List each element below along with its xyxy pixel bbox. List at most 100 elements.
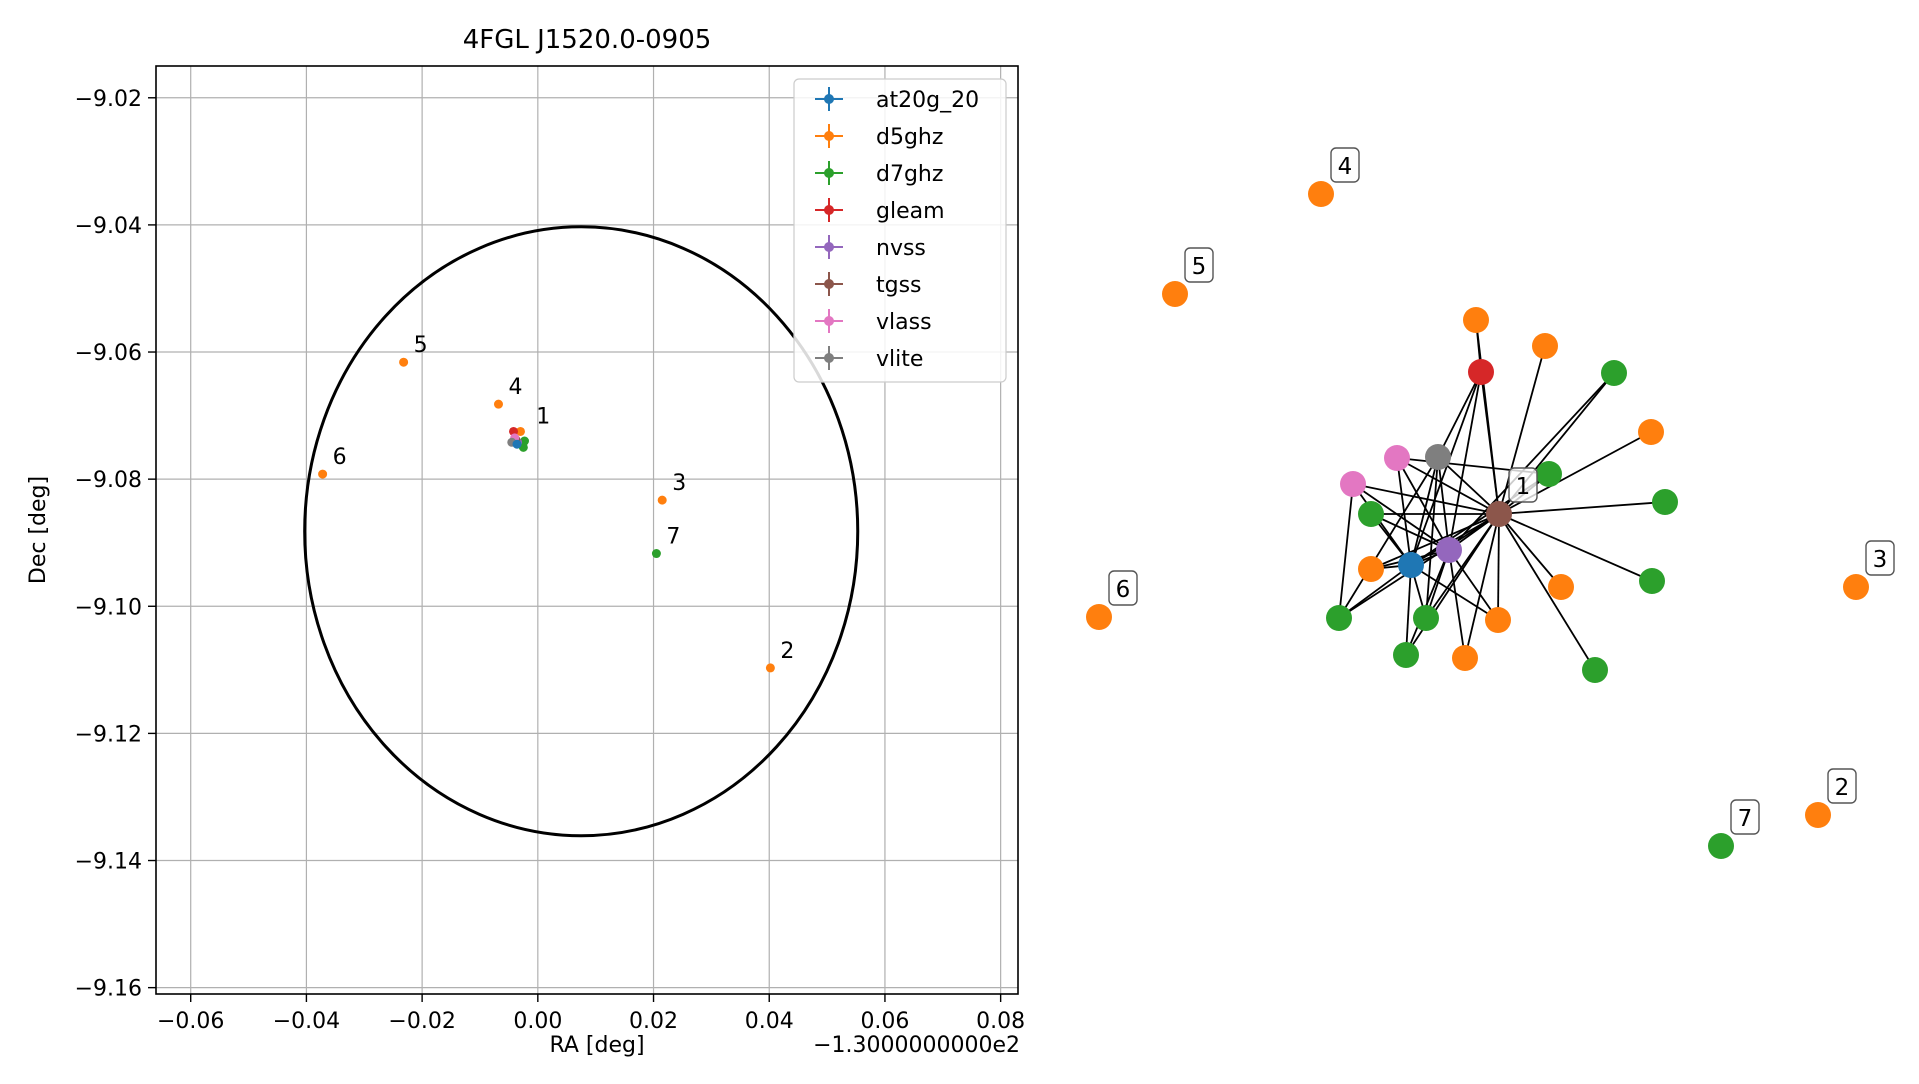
network-node-at20g_20 <box>1398 552 1424 578</box>
legend-marker-tgss <box>824 279 834 289</box>
point-annotation: 4 <box>508 375 522 400</box>
legend-marker-vlass <box>824 316 834 326</box>
network-node-label: 2 <box>1835 775 1850 801</box>
y-tick-label: −9.06 <box>75 341 142 366</box>
network-label-box <box>1827 768 1857 804</box>
network-node-d5ghz <box>1843 574 1869 600</box>
network-node-gleam <box>1468 359 1494 385</box>
network-node-d7ghz <box>1326 605 1352 631</box>
network-edge <box>1370 513 1450 551</box>
x-axis-offset-label: −1.3000000000e2 <box>813 1033 1020 1058</box>
network-node-d5ghz <box>1548 574 1574 600</box>
legend-label: tgss <box>876 273 922 298</box>
network-node-label: 1 <box>1516 474 1531 500</box>
network-edge <box>1352 483 1450 551</box>
network-node-d7ghz <box>1536 461 1562 487</box>
network-edge <box>1396 457 1450 551</box>
network-node-d7ghz <box>1413 605 1439 631</box>
network-edge <box>1498 513 1596 671</box>
network-node-d7ghz <box>1652 489 1678 515</box>
legend-marker-nvss <box>824 242 834 252</box>
network-edge <box>1448 549 1499 621</box>
network-edge <box>1370 513 1500 570</box>
network-edge <box>1410 564 1499 621</box>
legend-label: d5ghz <box>876 125 943 150</box>
legend-label: vlass <box>876 310 932 335</box>
plot-frame <box>155 65 1019 995</box>
y-tick-label: −9.08 <box>75 468 142 493</box>
y-tick-label: −9.02 <box>75 87 142 112</box>
legend-marker-gleam <box>824 205 834 215</box>
network-edge <box>1498 513 1653 582</box>
point-annotation: 7 <box>666 525 680 550</box>
y-tick-label: −9.16 <box>75 977 142 1002</box>
data-point-d5ghz <box>515 426 525 436</box>
network-node-d7ghz <box>1708 833 1734 859</box>
network-edge <box>1437 456 1500 515</box>
x-tick-label: −0.04 <box>273 1009 340 1034</box>
network-node-label: 3 <box>1873 547 1888 573</box>
x-tick-label: 0.06 <box>860 1009 909 1034</box>
x-tick-label: 0.04 <box>745 1009 794 1034</box>
network-node-d7ghz <box>1639 568 1665 594</box>
y-tick-label: −9.04 <box>75 214 142 239</box>
network-edge <box>1498 345 1546 515</box>
network-node-vlass <box>1340 471 1366 497</box>
network-panel: 1 4 5 6 3 2 7 <box>1086 147 1895 859</box>
network-node-label: 7 <box>1738 806 1753 832</box>
data-point-d5ghz <box>318 469 328 479</box>
legend-marker-d7ghz <box>824 168 834 178</box>
network-label-box <box>1330 147 1360 183</box>
network-label-box <box>1108 570 1138 606</box>
legend-box <box>793 78 1007 383</box>
network-edge <box>1448 372 1615 551</box>
x-tick-label: −0.02 <box>388 1009 455 1034</box>
network-node-vlass <box>1384 445 1410 471</box>
network-node-d5ghz <box>1638 419 1664 445</box>
network-node-d5ghz <box>1532 333 1558 359</box>
legend-label: d7ghz <box>876 162 943 187</box>
legend-label: nvss <box>876 236 926 261</box>
network-edge <box>1410 456 1439 566</box>
data-point-d7ghz <box>651 549 661 559</box>
legend-marker-vlite <box>824 353 834 363</box>
network-node-d5ghz <box>1162 281 1188 307</box>
network-node-nvss <box>1436 537 1462 563</box>
y-tick-label: −9.14 <box>75 850 142 875</box>
point-annotation: 3 <box>672 471 686 496</box>
network-edge <box>1405 564 1412 656</box>
network-node-d5ghz <box>1452 645 1478 671</box>
x-tick-label: 0.00 <box>513 1009 562 1034</box>
y-axis-label: Dec [deg] <box>26 476 51 584</box>
network-label-box <box>1184 247 1214 283</box>
data-point-at20g_20 <box>512 439 522 449</box>
network-edge <box>1396 457 1500 515</box>
legend-label: at20g_20 <box>876 88 979 113</box>
network-edge <box>1437 456 1450 551</box>
error-ellipse <box>303 225 860 838</box>
data-point-d5ghz <box>765 663 775 673</box>
network-node-d7ghz <box>1358 501 1384 527</box>
x-tick-label: 0.02 <box>629 1009 678 1034</box>
data-point-d5ghz <box>493 399 503 409</box>
point-annotation: 6 <box>333 445 347 470</box>
legend-marker-d5ghz <box>824 131 834 141</box>
point-annotation: 1 <box>536 404 550 429</box>
network-edge <box>1464 513 1500 659</box>
network-node-d7ghz <box>1582 657 1608 683</box>
network-edge <box>1352 483 1500 515</box>
network-edge <box>1405 549 1450 656</box>
legend-label: vlite <box>876 347 923 372</box>
network-node-label: 4 <box>1338 154 1353 180</box>
y-tick-label: −9.10 <box>75 595 142 620</box>
x-axis-label: RA [deg] <box>549 1033 644 1058</box>
point-annotation: 5 <box>414 333 428 358</box>
legend-marker-at20g_20 <box>824 94 834 104</box>
network-label-box <box>1730 799 1760 835</box>
data-point-d7ghz <box>520 436 530 446</box>
network-node-vlite <box>1425 444 1451 470</box>
network-node-d7ghz <box>1601 360 1627 386</box>
network-node-label: 6 <box>1116 577 1131 603</box>
